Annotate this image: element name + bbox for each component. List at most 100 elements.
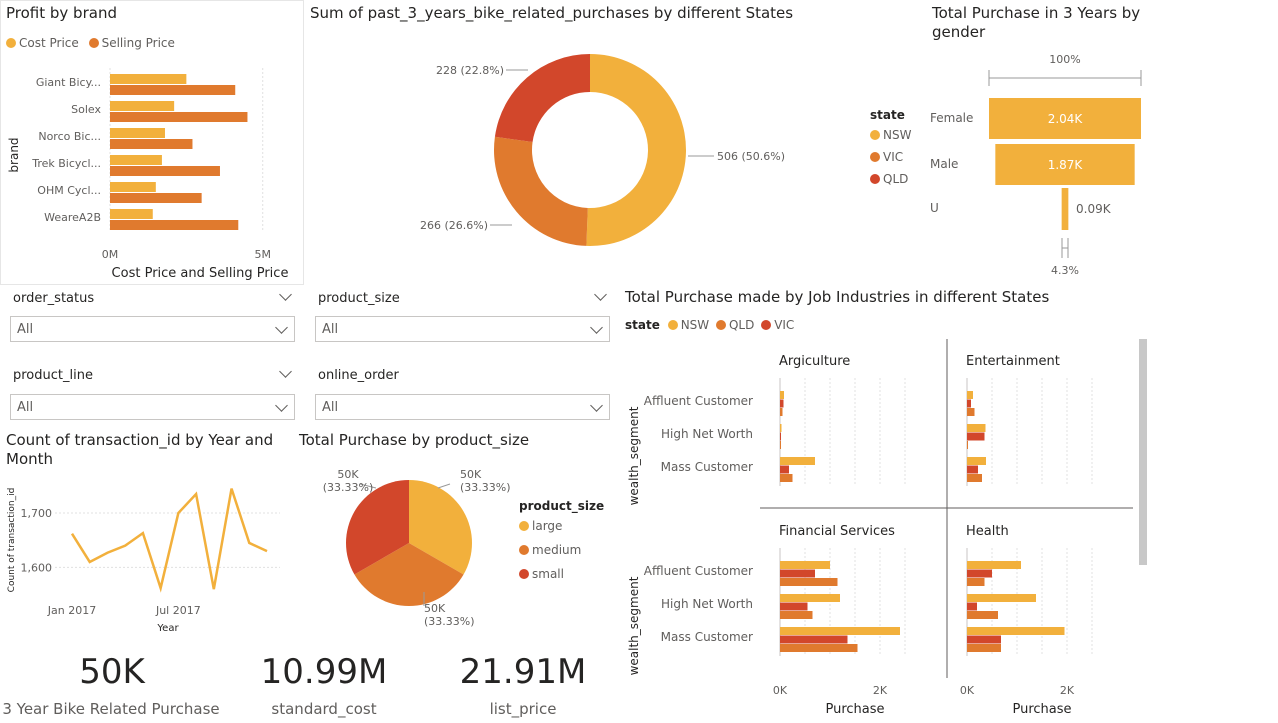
industry-bar <box>967 611 998 619</box>
pie-leader-line <box>437 483 451 489</box>
industry-bar <box>780 611 813 619</box>
legend-dot-large <box>519 521 529 531</box>
funnel-data-label: 2.04K <box>1048 112 1084 126</box>
panel-title: Financial Services <box>779 524 895 539</box>
industry-bar <box>967 432 985 441</box>
funnel-category-label: Female <box>930 111 973 125</box>
x-tick-label: 5M <box>254 248 271 261</box>
y-tick-label: 1,700 <box>21 507 53 520</box>
funnel-bottom-label: 4.3% <box>1051 264 1079 277</box>
slicer-online-order-dropdown[interactable]: All <box>315 394 610 420</box>
legend-item-vic: VIC <box>870 150 911 164</box>
brand-tick-label: WeareA2B <box>44 211 101 224</box>
gender-chart-title-1: Total Purchase in 3 Years by <box>932 4 1141 22</box>
brand-tick-label: Solex <box>71 103 101 116</box>
x-axis-title: Purchase <box>1012 702 1071 717</box>
legend-dot-vic <box>870 152 880 162</box>
sell-legend-label: Selling Price <box>101 36 175 50</box>
funnel-bar <box>989 98 1141 139</box>
sell-bar <box>110 193 202 203</box>
product-size-pie-chart: 50K(33.33%)50K(33.33%)50K(33.33%) <box>323 468 511 628</box>
industry-bar <box>780 474 793 482</box>
vertical-scrollbar[interactable] <box>1139 339 1147 565</box>
sell-legend-dot <box>88 38 99 48</box>
industry-bar <box>967 391 973 399</box>
y-axis-title: wealth_segment <box>627 576 641 675</box>
legend-item-nsw: NSW <box>870 128 911 142</box>
industry-bar <box>967 474 982 482</box>
pie-data-label-pct: (33.33%) <box>323 481 374 494</box>
funnel-top-label: 100% <box>1049 53 1080 66</box>
chevron-down-icon[interactable] <box>279 288 292 301</box>
y-axis-title: wealth_segment <box>627 406 641 505</box>
x-axis-title: Purchase <box>825 702 884 717</box>
slicer-order-status-label: order_status <box>13 291 95 306</box>
y-axis-title: brand <box>7 137 21 172</box>
legend-label-large: large <box>532 519 563 533</box>
industry-bar <box>967 635 1001 644</box>
x-tick-label: 0M <box>102 248 119 261</box>
industry-bar <box>780 399 784 408</box>
industry-chart-title: Total Purchase made by Job Industries in… <box>625 288 1050 306</box>
industry-legend-dot-qld <box>715 320 726 330</box>
industry-bar <box>780 569 815 578</box>
chevron-down-icon[interactable] <box>279 365 292 378</box>
cost-bar <box>110 128 165 138</box>
industry-bar <box>967 594 1036 602</box>
industry-small-multiples-chart: wealth_segment wealth_segment Argiculture A… <box>627 339 1133 717</box>
slicer-product-line-value: All <box>17 400 34 415</box>
industry-bar <box>967 399 971 408</box>
slicer-product-size-dropdown[interactable]: All <box>315 316 610 342</box>
pie-slice <box>354 543 464 606</box>
industry-bar <box>967 561 1021 569</box>
industry-bar <box>780 391 784 399</box>
y-tick-label: 1,600 <box>21 561 53 574</box>
industry-bar <box>780 602 808 611</box>
donut-data-label: 228 (22.8%) <box>436 64 504 77</box>
kpi-standard-cost-label: standard_cost <box>271 700 377 718</box>
cost-legend-dot <box>6 38 16 48</box>
legend-item-small: small <box>519 567 604 581</box>
industry-bar <box>780 432 781 441</box>
industry-legend-dot-nsw <box>667 320 678 330</box>
x-axis-title: Year <box>156 623 179 634</box>
legend-item-large: large <box>519 519 604 533</box>
legend-dot-nsw <box>870 130 880 140</box>
slicer-order-status-value: All <box>17 322 34 337</box>
wealth-tick-label: Mass Customer <box>661 460 753 474</box>
pie-slice <box>409 480 472 575</box>
x-tick-label: 0K <box>773 684 788 697</box>
kpi-list-price-label: list_price <box>489 700 557 718</box>
legend-dot-qld <box>870 174 880 184</box>
slicer-order-status-dropdown[interactable]: All <box>10 316 295 342</box>
chevron-down-icon <box>275 399 288 412</box>
x-tick-label: 0K <box>960 684 975 697</box>
funnel-category-label: U <box>930 201 939 215</box>
line-chart-title-1: Count of transaction_id by Year and <box>6 431 274 449</box>
kpi-purchase-value: 50K <box>79 652 145 692</box>
brand-tick-label: Norco Bic... <box>38 130 101 143</box>
pie-data-label: 50K <box>424 602 446 615</box>
slicer-product-size-label: product_size <box>318 291 400 306</box>
wealth-tick-label: High Net Worth <box>661 427 753 441</box>
cost-bar <box>110 155 162 165</box>
brand-tick-label: Trek Bicycl... <box>31 157 101 170</box>
sell-bar <box>110 166 220 176</box>
industry-bar <box>780 644 858 652</box>
industry-bar <box>780 578 838 586</box>
legend-dot-medium <box>519 545 529 555</box>
x-tick-label: Jan 2017 <box>47 604 96 617</box>
x-axis-title: Cost Price and Selling Price <box>112 266 289 281</box>
sell-bar <box>110 85 236 95</box>
chevron-down-icon[interactable] <box>594 288 607 301</box>
industry-bar <box>780 635 848 644</box>
legend-label-vic: VIC <box>883 150 904 164</box>
pie-data-label-pct: (33.33%) <box>460 481 511 494</box>
state-legend-title: state <box>870 108 905 122</box>
industry-legend-label-qld: QLD <box>728 318 755 332</box>
legend-item-qld: QLD <box>870 172 911 186</box>
slicer-product-line-dropdown[interactable]: All <box>10 394 295 420</box>
legend-label-medium: medium <box>532 543 582 557</box>
donut-chart-title: Sum of past_3_years_bike_related_purchas… <box>310 4 794 22</box>
state-legend: state NSW VIC QLD <box>870 108 911 186</box>
